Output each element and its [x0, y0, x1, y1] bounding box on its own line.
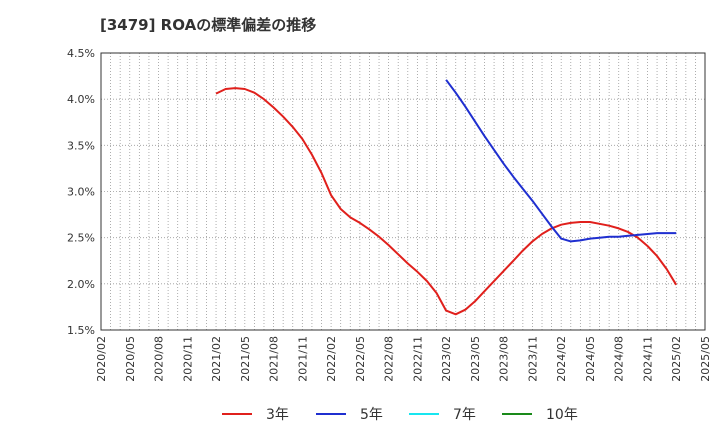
x-tick-label: 2021/11	[296, 336, 309, 382]
x-tick-label: 2022/02	[325, 336, 338, 382]
x-tick-label: 2021/05	[239, 336, 252, 382]
x-axis: 2020/02 2020/05 2020/08 2020/11 2021/02 2021/…	[95, 336, 712, 382]
x-tick-label: 2025/02	[670, 336, 683, 382]
y-tick-label: 2.5%	[67, 232, 95, 245]
legend-label-3年: 3年	[266, 407, 289, 423]
x-tick-label: 2023/11	[526, 336, 539, 382]
y-tick-label: 3.5%	[67, 139, 95, 152]
x-tick-label: 2021/08	[268, 336, 281, 382]
chart-title: [3479] ROAの標準偏差の推移	[100, 16, 316, 34]
x-tick-label: 2020/08	[153, 336, 166, 382]
x-tick-label: 2024/05	[584, 336, 597, 382]
x-tick-label: 2022/05	[354, 336, 367, 382]
x-tick-label: 2023/02	[440, 336, 453, 382]
legend-label-10年: 10年	[546, 407, 578, 423]
x-tick-label: 2020/05	[124, 336, 137, 382]
series-line-5年	[445, 79, 677, 243]
y-tick-label: 2.0%	[67, 278, 95, 291]
x-tick-label: 2024/11	[641, 336, 654, 382]
x-tick-label: 2023/08	[498, 336, 511, 382]
x-tick-label: 2025/05	[699, 336, 712, 382]
legend-label-7年: 7年	[453, 407, 476, 423]
legend-label-5年: 5年	[360, 407, 383, 423]
x-tick-label: 2020/11	[181, 336, 194, 382]
x-tick-label: 2023/05	[469, 336, 482, 382]
y-tick-label: 4.0%	[67, 93, 95, 106]
plot-frame	[100, 52, 706, 331]
x-tick-label: 2024/02	[555, 336, 568, 382]
x-tick-label: 2020/02	[95, 336, 108, 382]
y-axis: 1.5% 2.0% 2.5% 3.0% 3.5% 4.0% 4.5%	[67, 47, 95, 337]
series-line-3年	[215, 87, 678, 316]
y-tick-label: 3.0%	[67, 186, 95, 199]
y-tick-label: 4.5%	[67, 47, 95, 60]
x-tick-label: 2022/11	[411, 336, 424, 382]
grid	[100, 52, 706, 331]
series-layer	[215, 79, 678, 316]
y-tick-label: 1.5%	[67, 324, 95, 337]
legend: 3年 5年 7年 10年	[222, 407, 578, 423]
x-tick-label: 2022/08	[383, 336, 396, 382]
x-tick-label: 2021/02	[210, 336, 223, 382]
x-tick-label: 2024/08	[613, 336, 626, 382]
